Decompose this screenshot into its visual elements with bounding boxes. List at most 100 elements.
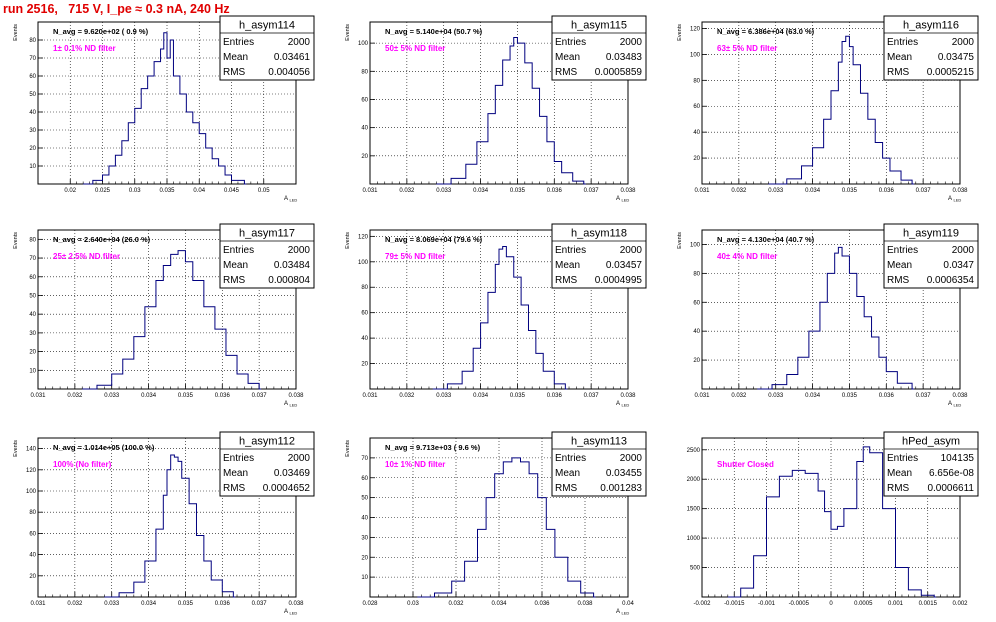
filter-label: 40± 4% ND filter — [717, 252, 777, 261]
y-axis-title: Events — [677, 232, 683, 249]
y-tick-label: 30 — [29, 331, 36, 337]
y-tick-label: 60 — [693, 104, 700, 110]
x-tick-label: 0.04 — [622, 601, 634, 607]
stats-key: Entries — [223, 245, 254, 256]
stats-value: 2000 — [620, 37, 643, 48]
navg-label: N_avg = 2.640e+04 (26.0 %) — [53, 235, 151, 244]
stats-value: 2000 — [952, 37, 975, 48]
x-tick-label: 0.037 — [252, 601, 268, 607]
histogram-name: h_asym118 — [571, 228, 627, 240]
y-tick-label: 500 — [690, 566, 701, 572]
y-tick-label: 60 — [29, 74, 36, 80]
y-tick-label: 20 — [361, 154, 368, 160]
stats-key: Mean — [555, 468, 580, 479]
y-tick-label: 1500 — [687, 507, 701, 513]
y-tick-label: 20 — [693, 358, 700, 364]
x-tick-label: 0.0005 — [854, 601, 873, 607]
x-tick-label: 0.035 — [842, 188, 858, 194]
x-tick-label: 0.036 — [215, 393, 231, 399]
stats-key: RMS — [887, 483, 910, 494]
y-tick-label: 80 — [693, 271, 700, 277]
x-tick-label: -0.0015 — [724, 601, 745, 607]
histogram-panel-h_asym115: 0.031 0.032 0.033 0.034 0.035 0.036 0.037 0.038… — [345, 15, 647, 203]
y-tick-label: 20 — [29, 146, 36, 152]
histogram-line — [436, 36, 586, 185]
y-tick-label: 60 — [361, 476, 368, 482]
x-axis-title-subscript: LED — [290, 611, 298, 616]
stats-value: 0.0005215 — [927, 67, 975, 78]
x-tick-label: 0.034 — [491, 601, 507, 607]
y-tick-label: 40 — [29, 110, 36, 116]
y-tick-label: 1000 — [687, 536, 701, 542]
x-tick-label: 0.035 — [159, 188, 175, 194]
x-tick-label: 0.02 — [64, 188, 76, 194]
y-tick-label: 2500 — [687, 448, 701, 454]
stats-key: RMS — [223, 67, 246, 78]
stats-value: 2000 — [288, 245, 311, 256]
x-tick-label: 0.037 — [916, 393, 932, 399]
histogram-panel-h_asym117: 0.031 0.032 0.033 0.034 0.035 0.036 0.037 0.038… — [13, 223, 315, 408]
x-axis-title: A LED — [616, 401, 629, 408]
stats-key: RMS — [555, 275, 578, 286]
y-axis-title: Events — [345, 24, 351, 41]
histogram-line — [83, 32, 247, 185]
stats-key: Mean — [887, 52, 912, 63]
x-tick-label: 0.035 — [510, 188, 526, 194]
x-tick-label: 0.03 — [129, 188, 141, 194]
stats-value: 2000 — [288, 37, 311, 48]
y-tick-label: 140 — [26, 447, 37, 453]
x-tick-label: 0.031 — [362, 393, 378, 399]
histogram-line — [727, 446, 937, 598]
x-tick-label: 0.031 — [694, 393, 710, 399]
histogram-line — [82, 250, 262, 390]
filter-label: Shutter Closed — [717, 460, 774, 469]
histogram-name: h_asym114 — [239, 20, 295, 32]
y-tick-label: 50 — [29, 293, 36, 299]
x-tick-label: 0.033 — [104, 601, 120, 607]
histogram-line — [432, 246, 568, 390]
x-tick-label: 0.031 — [30, 393, 46, 399]
x-tick-label: 0.032 — [731, 393, 747, 399]
x-tick-label: 0.036 — [215, 601, 231, 607]
stats-value: 0.0006354 — [927, 275, 975, 286]
x-tick-label: 0.034 — [141, 601, 157, 607]
stats-box — [219, 431, 315, 497]
stats-value: 2000 — [620, 453, 643, 464]
y-tick-label: 100 — [358, 260, 369, 266]
stats-key: Entries — [223, 453, 254, 464]
x-tick-label: 0.032 — [399, 188, 415, 194]
y-tick-label: 80 — [361, 69, 368, 75]
stats-box — [551, 15, 647, 81]
stats-key: Mean — [223, 52, 248, 63]
x-tick-label: 0.05 — [258, 188, 270, 194]
x-axis-title-subscript: LED — [290, 403, 298, 408]
y-tick-label: 10 — [29, 368, 36, 374]
histogram-line — [104, 454, 236, 598]
y-axis-title: Events — [677, 24, 683, 41]
y-tick-label: 20 — [361, 555, 368, 561]
histogram-panel-hPed_asym: -0.002 -0.0015 -0.001 -0.0005 0 0.0005 0.001 0.… — [687, 431, 979, 607]
x-tick-label: 0.032 — [448, 601, 464, 607]
stats-key: Entries — [887, 453, 918, 464]
x-tick-label: -0.002 — [693, 601, 711, 607]
y-axis-title: Events — [13, 440, 19, 457]
histogram-name: h_asym117 — [239, 228, 295, 240]
y-tick-label: 100 — [26, 489, 37, 495]
stats-value: 0.03484 — [274, 260, 311, 271]
x-tick-label: 0.035 — [842, 393, 858, 399]
x-tick-label: 0.034 — [473, 188, 489, 194]
x-tick-label: 0.034 — [805, 188, 821, 194]
stats-value: 0.03461 — [274, 52, 311, 63]
y-tick-label: 10 — [29, 164, 36, 170]
y-tick-label: 40 — [361, 336, 368, 342]
x-tick-label: 0.033 — [768, 393, 784, 399]
y-tick-label: 40 — [361, 516, 368, 522]
run-title: run 2516, 715 V, I_pe ≈ 0.3 nA, 240 Hz — [3, 2, 230, 16]
x-tick-label: 0.031 — [30, 601, 46, 607]
stats-value: 0.0347 — [943, 260, 974, 271]
histogram-name: h_asym112 — [239, 436, 295, 448]
stats-key: Mean — [887, 260, 912, 271]
stats-key: Mean — [555, 52, 580, 63]
stats-value: 6.656e-08 — [929, 468, 974, 479]
x-tick-label: 0.034 — [141, 393, 157, 399]
